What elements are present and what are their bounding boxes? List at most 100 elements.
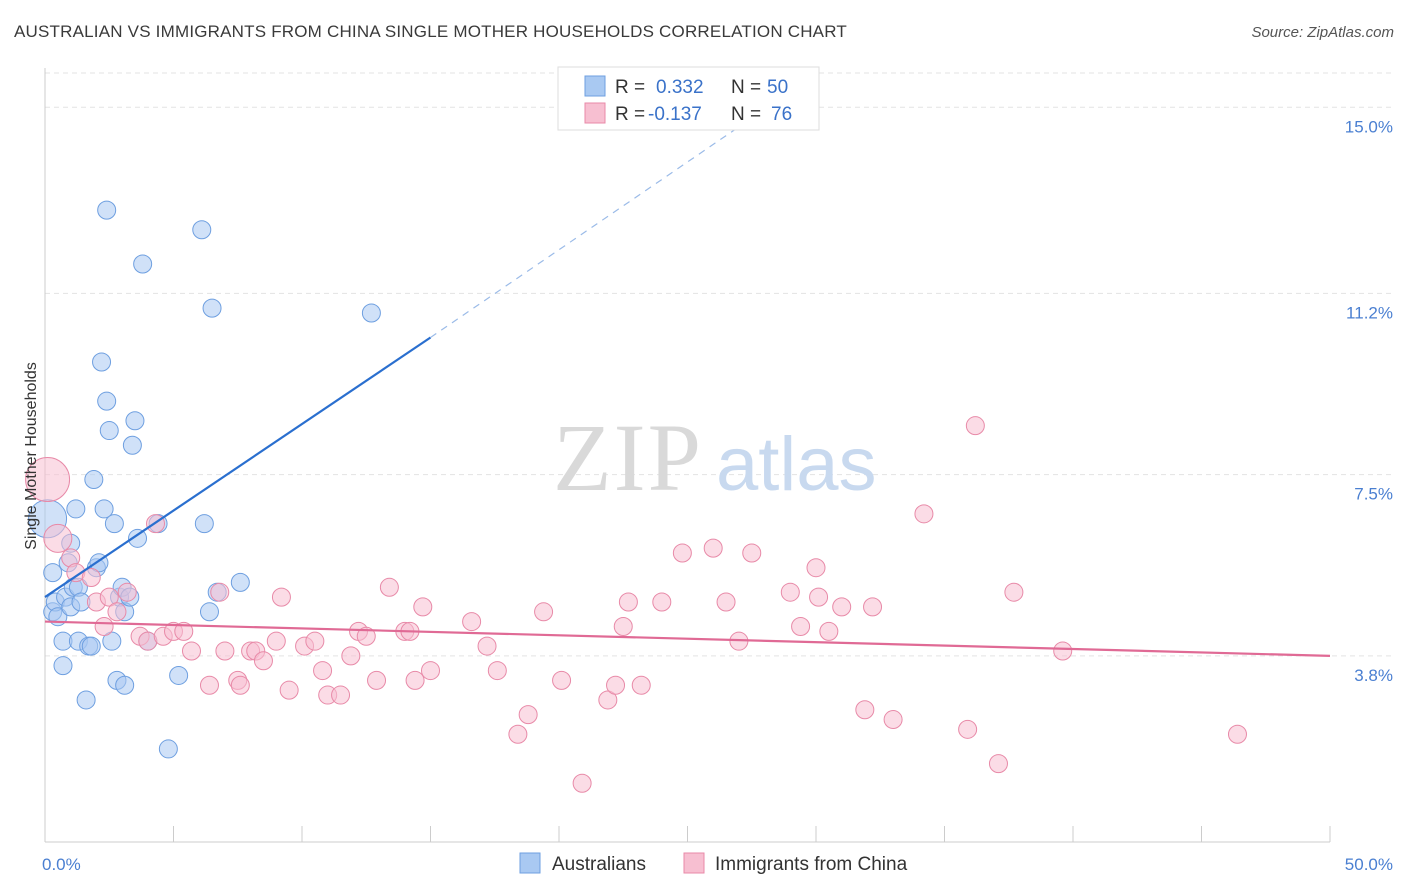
x-tick-labels: 0.0% 50.0% [42, 855, 1393, 874]
data-point [1053, 641, 1073, 661]
data-point [462, 612, 482, 632]
y-tick-label: 3.8% [1354, 666, 1393, 685]
legend-n-value-0: 50 [767, 77, 788, 98]
data-point [104, 514, 124, 534]
y-tick-label: 15.0% [1345, 117, 1393, 136]
data-point [107, 602, 127, 622]
data-point [99, 587, 119, 607]
data-point [92, 352, 112, 372]
legend-r-label-1: R = [615, 104, 645, 125]
legend-r-label-0: R = [615, 77, 645, 98]
data-point [305, 631, 325, 651]
data-point [253, 651, 273, 671]
data-point [81, 636, 101, 656]
data-point [819, 621, 839, 641]
data-point [194, 514, 214, 534]
data-point [361, 303, 381, 323]
data-point [76, 690, 96, 710]
data-point [97, 391, 117, 411]
data-point [43, 523, 73, 553]
data-point [81, 568, 101, 588]
data-point [25, 457, 71, 503]
data-point [94, 499, 114, 519]
y-tick-label: 7.5% [1354, 485, 1393, 504]
legend-swatch-australians [584, 75, 606, 97]
data-point [652, 592, 672, 612]
data-point [703, 538, 723, 558]
data-point [883, 710, 903, 730]
data-point [914, 504, 934, 524]
data-point [94, 616, 114, 636]
data-point [855, 700, 875, 720]
legend-r-value-0: 0.332 [656, 77, 704, 98]
data-point [518, 705, 538, 725]
series-legend-swatch-australians [519, 852, 541, 874]
stats-legend: R = 0.332 N = 50 R = -0.137 N = 76 [557, 66, 820, 131]
data-point [832, 597, 852, 617]
data-point [133, 254, 153, 274]
data-point [117, 582, 137, 602]
data-point [125, 411, 145, 431]
data-point [988, 754, 1008, 774]
data-point [413, 597, 433, 617]
data-point [1227, 724, 1247, 744]
data-point [613, 616, 633, 636]
data-point [43, 563, 63, 583]
data-point [53, 656, 73, 676]
axes [44, 68, 1331, 843]
data-point [606, 675, 626, 695]
data-point [379, 577, 399, 597]
data-point [780, 582, 800, 602]
legend-r-value-1: -0.137 [648, 104, 702, 125]
watermark-zip: ZIP [553, 404, 703, 511]
trend-line-australians-extension [430, 126, 740, 338]
trend-line-china [44, 620, 1331, 657]
data-point [122, 435, 142, 455]
data-point [192, 220, 212, 240]
data-point [572, 773, 592, 793]
legend-swatch-china [584, 102, 606, 124]
data-point [215, 641, 235, 661]
data-point [169, 665, 189, 685]
data-point [487, 661, 507, 681]
data-point [230, 572, 250, 592]
data-point [84, 470, 104, 490]
data-point [806, 558, 826, 578]
data-point [99, 421, 119, 441]
grid-lines [45, 72, 1395, 657]
data-point [97, 200, 117, 220]
data-point [618, 592, 638, 612]
data-point [115, 675, 135, 695]
data-point [863, 597, 883, 617]
data-point [405, 670, 425, 690]
data-point [672, 543, 692, 563]
data-point [102, 631, 122, 651]
data-point [477, 636, 497, 656]
data-point [158, 739, 178, 759]
data-point [1004, 582, 1024, 602]
legend-n-value-1: 76 [771, 104, 792, 125]
data-point [716, 592, 736, 612]
x-tick-label-min: 0.0% [42, 855, 81, 874]
data-point [279, 680, 299, 700]
legend-n-label-1: N = [731, 104, 761, 125]
source-label: Source: ZipAtlas.com [1251, 24, 1394, 41]
y-axis-label: Single Mother Households [23, 362, 40, 550]
data-point [631, 675, 651, 695]
data-point [421, 661, 440, 681]
data-point [356, 626, 376, 646]
data-point [66, 499, 86, 519]
data-point [809, 587, 829, 607]
data-point [367, 670, 387, 690]
data-point [210, 582, 230, 602]
series-legend-label-china: Immigrants from China [715, 854, 908, 875]
data-point [266, 631, 286, 651]
y-tick-labels: 3.8% 7.5% 11.2% 15.0% [1345, 117, 1393, 685]
y-tick-label: 11.2% [1346, 303, 1393, 322]
data-point [128, 528, 148, 548]
data-point [965, 416, 985, 436]
china-points [25, 416, 1247, 793]
data-point [742, 543, 762, 563]
watermark-atlas: atlas [716, 422, 877, 507]
data-point [181, 641, 201, 661]
